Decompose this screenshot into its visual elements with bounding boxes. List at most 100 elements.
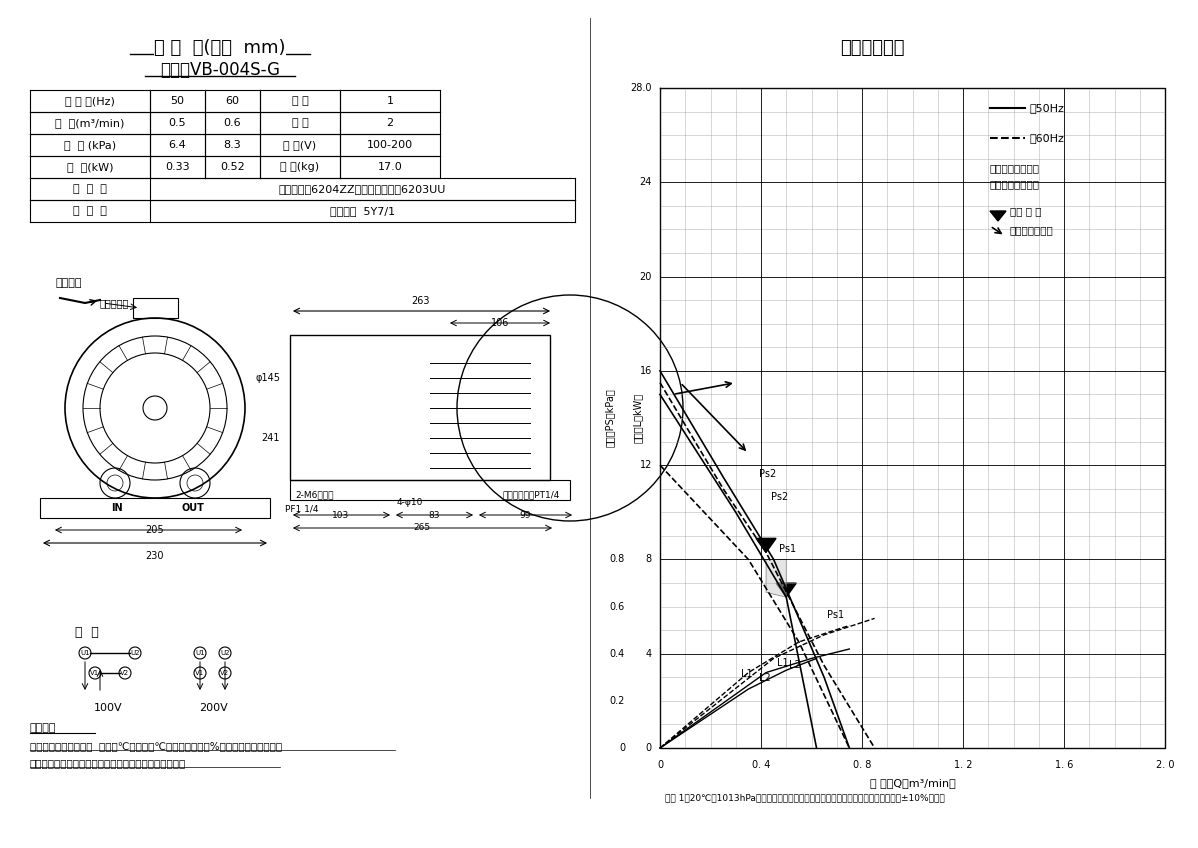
Text: 28.0: 28.0	[630, 83, 652, 93]
Text: 16: 16	[640, 365, 652, 376]
Text: L2: L2	[789, 660, 801, 670]
Text: 0.52: 0.52	[220, 162, 244, 172]
Text: 1. 6: 1. 6	[1054, 760, 1073, 770]
Text: 241: 241	[261, 433, 280, 443]
Text: 4: 4	[646, 649, 652, 659]
Text: 風  量(m³/min): 風 量(m³/min)	[55, 118, 125, 128]
Text: Ps2: Ps2	[760, 469, 776, 479]
Text: 17.0: 17.0	[377, 162, 403, 172]
Text: 2-M6ボルト: 2-M6ボルト	[295, 490, 333, 499]
Text: 極 数: 極 数	[291, 118, 308, 128]
Text: 99: 99	[519, 510, 531, 520]
Text: １．周囲条件は，温度  －２０℃～＋４０℃，相対湿度９０%以下としてください．: １．周囲条件は，温度 －２０℃～＋４０℃，相対湿度９０%以下としてください．	[30, 741, 282, 751]
Text: 230: 230	[146, 551, 164, 561]
Text: φ145: φ145	[255, 373, 280, 383]
Text: IN: IN	[111, 503, 123, 513]
Text: 周 波 数(Hz): 周 波 数(Hz)	[65, 96, 115, 106]
Text: 質 量(kg): 質 量(kg)	[280, 162, 320, 172]
Text: Ps1: Ps1	[827, 611, 845, 621]
Text: 注意事項: 注意事項	[30, 723, 56, 733]
Text: 83: 83	[428, 510, 440, 520]
Text: 備考 1．20℃，1013hPaの吸込空気状態における最度最初性能を示す．（バラツキは±10%以内）: 備考 1．20℃，1013hPaの吸込空気状態における最度最初性能を示す．（バラ…	[665, 793, 945, 802]
Text: 8: 8	[646, 555, 652, 565]
Polygon shape	[766, 560, 786, 597]
Text: 4-φ10: 4-φ10	[397, 498, 423, 507]
Text: 60: 60	[225, 96, 240, 106]
Polygon shape	[776, 583, 797, 597]
Text: 接  続: 接 続	[75, 627, 98, 639]
Text: U1: U1	[195, 650, 205, 656]
Text: 1. 2: 1. 2	[954, 760, 973, 770]
Text: 0.8: 0.8	[610, 555, 625, 565]
Text: Ps1: Ps1	[779, 544, 795, 555]
Bar	[40, 498, 270, 518]
Text: 0.4: 0.4	[610, 649, 625, 659]
Text: 形式：VB-004S-G: 形式：VB-004S-G	[161, 61, 280, 79]
Text: ：50Hz: ：50Hz	[1030, 103, 1065, 113]
Text: 103: 103	[332, 510, 350, 520]
Text: 50: 50	[170, 96, 184, 106]
Text: 0: 0	[657, 760, 662, 770]
Bar	[290, 480, 570, 500]
Text: 添字２：吐出性能: 添字２：吐出性能	[990, 179, 1040, 189]
Text: 205: 205	[146, 525, 164, 535]
Text: 添字１：吸引性能: 添字１：吸引性能	[990, 163, 1040, 173]
Text: 106: 106	[491, 318, 509, 328]
Bar	[133, 298, 177, 318]
Text: ブロワ側：6204ZZ　モートル側：6203UU: ブロワ側：6204ZZ モートル側：6203UU	[279, 184, 446, 194]
Text: 0.5: 0.5	[169, 118, 187, 128]
Text: U1: U1	[80, 650, 90, 656]
Text: ：60Hz: ：60Hz	[1030, 133, 1065, 143]
Text: L1: L1	[740, 669, 752, 679]
Text: 263: 263	[412, 296, 430, 306]
Text: 風 量：Q（m³/min）: 風 量：Q（m³/min）	[870, 778, 955, 788]
Text: 0. 8: 0. 8	[853, 760, 871, 770]
Text: 静圧：PS（kPa）: 静圧：PS（kPa）	[605, 388, 615, 448]
Text: 24: 24	[640, 177, 652, 187]
Text: コンデンサ: コンデンサ	[99, 298, 129, 308]
Text: 12: 12	[640, 460, 652, 470]
Text: 出  力(kW): 出 力(kW)	[67, 162, 114, 172]
Text: ：使用可能範囲: ：使用可能範囲	[1010, 225, 1054, 235]
Text: 0. 4: 0. 4	[752, 760, 770, 770]
Text: 6.4: 6.4	[169, 140, 187, 150]
Text: 玉  軸  受: 玉 軸 受	[73, 184, 107, 194]
Text: V1: V1	[195, 670, 205, 676]
Text: ：仕 様 点: ：仕 様 点	[1010, 206, 1041, 216]
Text: 100-200: 100-200	[367, 140, 413, 150]
Text: PF1 1/4: PF1 1/4	[285, 505, 319, 514]
Text: 静  圧 (kPa): 静 圧 (kPa)	[63, 140, 116, 150]
Text: 塗  装  色: 塗 装 色	[73, 206, 107, 216]
Text: L2: L2	[760, 673, 770, 683]
Text: 0.6: 0.6	[224, 118, 241, 128]
Polygon shape	[756, 538, 776, 552]
Text: 相 数: 相 数	[291, 96, 308, 106]
Text: 1: 1	[387, 96, 393, 106]
Text: OUT: OUT	[182, 503, 205, 513]
Text: 2. 0: 2. 0	[1156, 760, 1174, 770]
Text: L1: L1	[776, 658, 788, 668]
Text: 圧力測定穴：PT1/4: 圧力測定穴：PT1/4	[503, 490, 559, 499]
Polygon shape	[990, 211, 1006, 221]
Text: U2: U2	[220, 650, 230, 656]
Text: 0: 0	[646, 743, 652, 753]
Text: V2: V2	[121, 670, 129, 676]
Text: ２．腐食性ガスまたは液体の取扱いは避けてください．: ２．腐食性ガスまたは液体の取扱いは避けてください．	[30, 758, 186, 768]
Text: 0: 0	[619, 743, 625, 753]
Text: 0.6: 0.6	[610, 601, 625, 611]
Text: 100V: 100V	[93, 703, 122, 713]
Text: 0.33: 0.33	[165, 162, 189, 172]
Bar	[290, 335, 550, 480]
Text: 0.2: 0.2	[610, 696, 625, 706]
Text: 寸 法  図(単位  mm): 寸 法 図(単位 mm)	[155, 39, 286, 57]
Text: 出力：L（kW）: 出力：L（kW）	[633, 393, 643, 443]
Text: 2: 2	[387, 118, 394, 128]
Text: 8.3: 8.3	[224, 140, 241, 150]
Text: マンセル  5Y7/1: マンセル 5Y7/1	[329, 206, 395, 216]
Text: Ps2: Ps2	[772, 493, 788, 503]
Text: U2: U2	[131, 650, 140, 656]
Text: 200V: 200V	[199, 703, 228, 713]
Text: V1: V1	[90, 670, 99, 676]
Text: V2: V2	[220, 670, 230, 676]
Text: 代表性能曲線: 代表性能曲線	[840, 39, 904, 57]
